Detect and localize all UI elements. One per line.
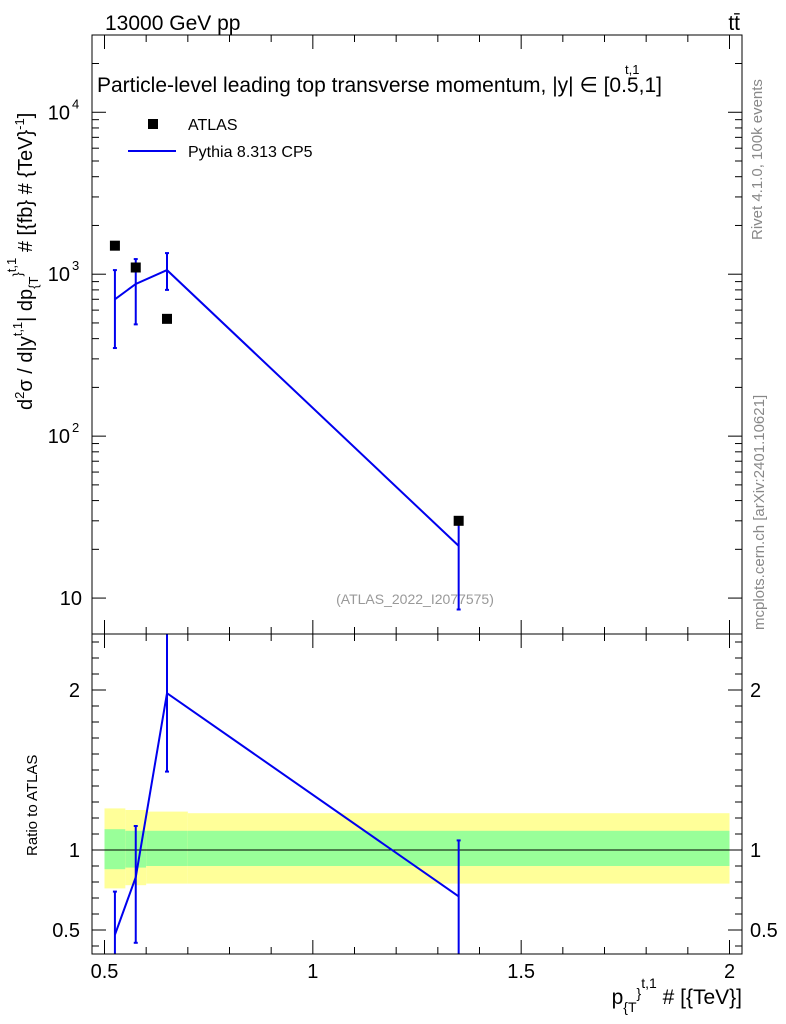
ratio-y-tick-label: 1 bbox=[69, 840, 80, 862]
ratio-y-axis-ticks: 0.5 0.5 1 1 2 2 bbox=[52, 641, 778, 947]
x-axis-label: p{T}t,1 # [{TeV}] bbox=[612, 975, 742, 1015]
main-y-tick-label-exponent: 4 bbox=[72, 96, 79, 111]
legend-marker-atlas bbox=[148, 119, 158, 129]
xlabel-part-a-sup: } bbox=[637, 985, 642, 1001]
xlabel-part-a-sup2: t,1 bbox=[641, 975, 657, 991]
ylabel-part-a-sup: 2 bbox=[12, 392, 27, 399]
ratio-y-tick-label-right: 1 bbox=[750, 840, 761, 862]
x-tick-label: 1 bbox=[307, 961, 318, 983]
pythia-line bbox=[114, 268, 460, 547]
chart-title-tail: | ∈ [0.5,1] bbox=[568, 74, 662, 97]
ratio-band-inner bbox=[104, 829, 126, 870]
main-y-tick-label-exponent: 3 bbox=[72, 258, 79, 273]
atlas-data-point bbox=[130, 262, 141, 273]
chart-title: Particle-level leading top transverse mo… bbox=[97, 74, 662, 97]
atlas-data-point bbox=[109, 240, 120, 251]
main-y-tick-label-exponent: 2 bbox=[72, 420, 79, 435]
main-y-axis-label: d2σ / d|yt,1| dp{T}t,1 # [{fb} # {TeV}-1… bbox=[4, 113, 41, 410]
main-y-tick-label: 10 bbox=[48, 426, 70, 448]
source-label: mcplots.cern.ch [arXiv:2401.10621] bbox=[751, 395, 768, 630]
ratio-bands-layer bbox=[104, 808, 730, 889]
ylabel-part-b-sup: t,1 bbox=[10, 322, 25, 336]
ratio-data-layer bbox=[112, 634, 461, 954]
ratio-y-tick-label-right: 2 bbox=[750, 680, 761, 702]
ylabel-part-c-sub: {T bbox=[26, 276, 41, 288]
ratio-band-inner bbox=[146, 830, 188, 866]
ratio-panel: 0.5 0.5 1 1 2 2 0.5 1 1.5 2 Ratio to ATLAS p{T}t… bbox=[24, 633, 778, 1015]
xlabel-part-b: # [{TeV}] bbox=[657, 986, 742, 1009]
x-tick-label: 0.5 bbox=[91, 961, 119, 983]
legend-label-pythia: Pythia 8.313 CP5 bbox=[188, 144, 313, 161]
main-data-layer bbox=[109, 240, 464, 611]
xlabel-part-a: p bbox=[612, 986, 624, 1009]
main-y-tick-label: 10 bbox=[48, 264, 70, 286]
watermark-label: (ATLAS_2022_I2077575) bbox=[336, 591, 494, 607]
xlabel-part-a-sub: {T bbox=[623, 999, 637, 1015]
main-x-axis-ticks bbox=[104, 35, 730, 634]
ylabel-part-e: ] bbox=[15, 113, 37, 119]
chart-title-y: y bbox=[558, 74, 569, 97]
main-y-tick-label: 10 bbox=[48, 102, 70, 124]
x-tick-label: 1.5 bbox=[507, 961, 535, 983]
ylabel-part-b: σ / d|y bbox=[15, 336, 37, 391]
ratio-x-axis-ticks: 0.5 1 1.5 2 bbox=[91, 634, 735, 983]
x-tick-label: 2 bbox=[724, 961, 735, 983]
ratio-y-axis-label: Ratio to ATLAS bbox=[24, 755, 41, 856]
ylabel-part-c-sup: } bbox=[10, 272, 25, 277]
chart-title-sup: t,1 bbox=[625, 62, 639, 77]
ylabel-part-c-sup2: t,1 bbox=[4, 258, 19, 272]
atlas-data-point bbox=[162, 313, 172, 324]
ylabel-part-c: | dp bbox=[15, 289, 37, 322]
ratio-y-tick-label: 2 bbox=[69, 680, 80, 702]
ratio-y-tick-label: 0.5 bbox=[52, 920, 80, 942]
legend: ATLAS Pythia 8.313 CP5 bbox=[128, 117, 313, 161]
process-label: tt̄ bbox=[728, 12, 740, 35]
ratio-y-tick-label-right: 0.5 bbox=[750, 920, 778, 942]
atlas-data-point bbox=[453, 515, 464, 526]
collision-label: 13000 GeV pp bbox=[105, 12, 240, 35]
ratio-line bbox=[113, 691, 460, 936]
ylabel-part-d: # [{fb} # {TeV} bbox=[15, 130, 37, 258]
legend-label-atlas: ATLAS bbox=[188, 117, 238, 134]
ylabel-part-d-sup: -1 bbox=[12, 118, 27, 130]
chart-title-main: Particle-level leading top transverse mo… bbox=[97, 74, 558, 97]
main-y-tick-label: 10 bbox=[60, 588, 82, 610]
rivet-version-label: Rivet 4.1.0, 100k events bbox=[749, 79, 766, 240]
ylabel-part-a: d bbox=[15, 399, 37, 410]
ratio-plot-frame bbox=[91, 633, 743, 955]
